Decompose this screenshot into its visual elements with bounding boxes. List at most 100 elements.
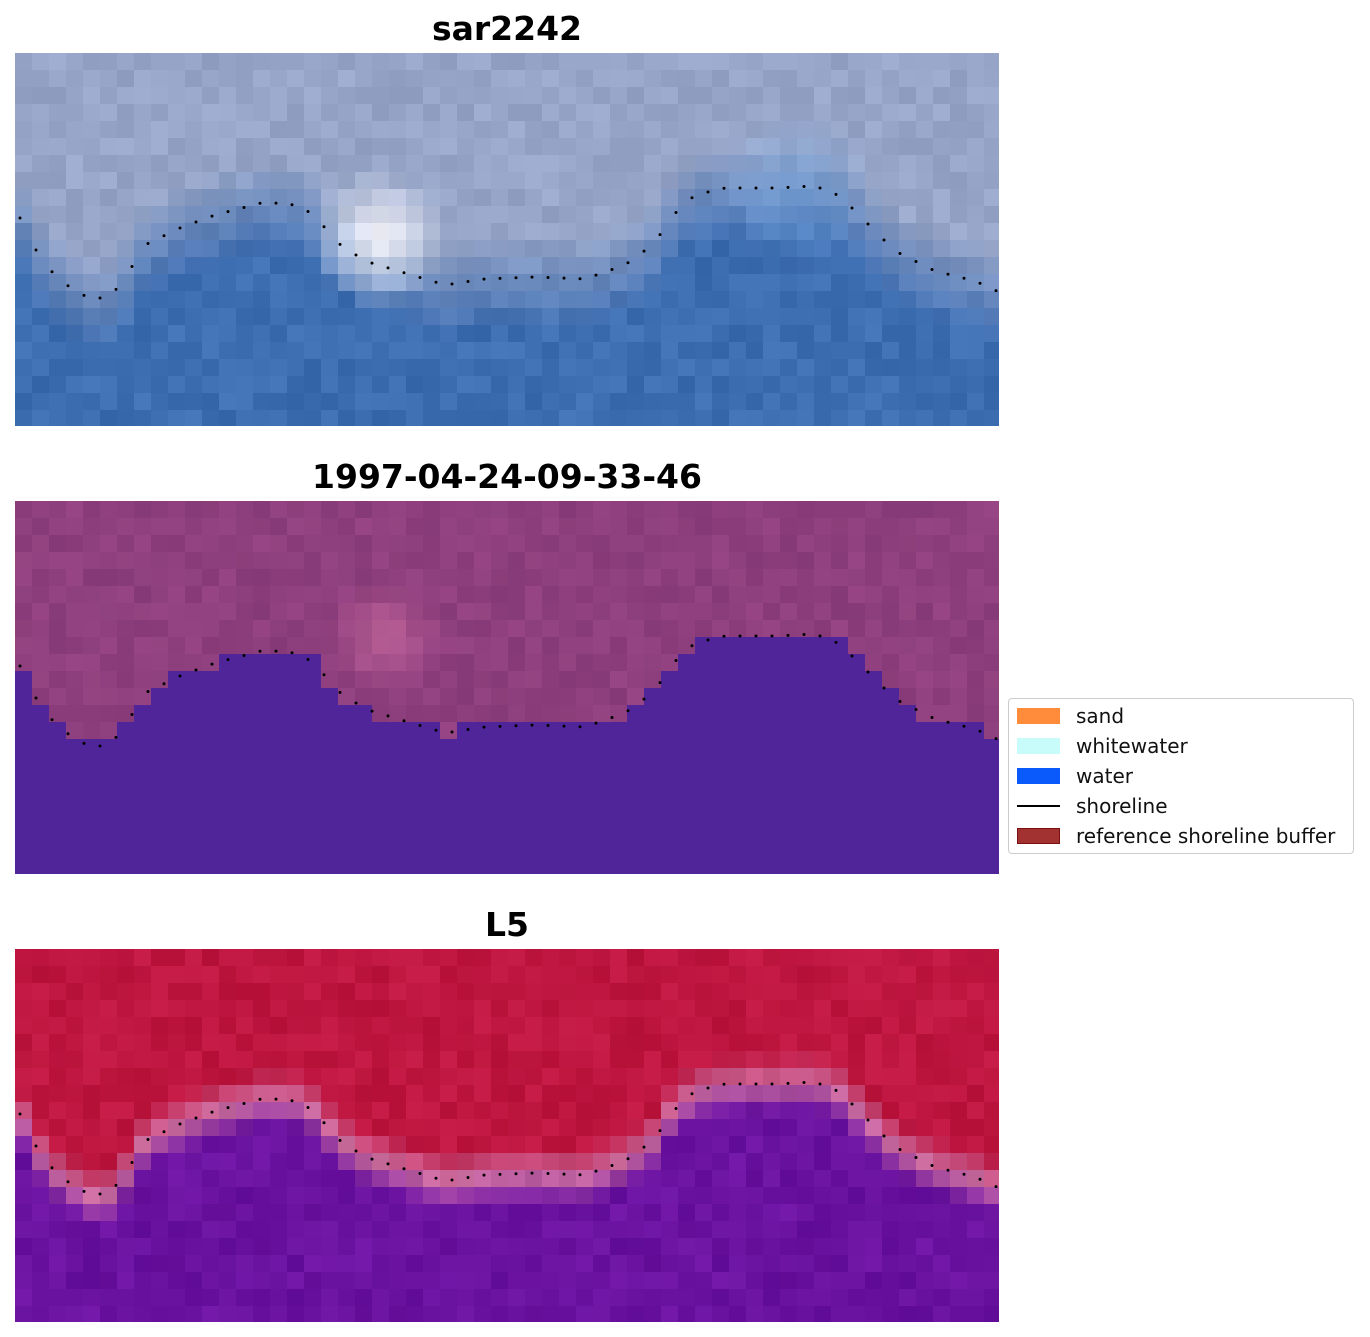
shoreline-dot	[962, 276, 966, 280]
shoreline-dot	[306, 658, 310, 661]
shoreline-dot	[866, 222, 870, 226]
shoreline-dot	[386, 1162, 390, 1166]
shoreline-dot	[418, 724, 422, 727]
shoreline-dot	[418, 276, 422, 279]
shoreline-dot	[914, 708, 918, 711]
shoreline-dot	[82, 741, 86, 745]
shoreline-dot	[18, 664, 22, 668]
shoreline-dot	[562, 276, 566, 280]
shoreline-dot	[658, 1129, 662, 1133]
shoreline-dot	[354, 1149, 358, 1153]
shoreline-dot	[114, 1183, 118, 1187]
shoreline-dot	[546, 276, 550, 280]
shoreline-dot	[258, 1097, 262, 1101]
shoreline-dot	[914, 1156, 918, 1159]
shoreline-dot	[450, 282, 454, 286]
shoreline-dot	[482, 277, 486, 281]
legend-swatch-water	[1017, 768, 1060, 784]
legend-line-shoreline	[1017, 804, 1060, 808]
shoreline-dot	[994, 289, 998, 293]
shoreline-dot	[578, 725, 582, 729]
shoreline-dot	[754, 1082, 758, 1086]
shoreline-dot	[274, 1097, 278, 1101]
shoreline-dot	[242, 653, 246, 657]
shoreline-dot	[610, 716, 614, 720]
shoreline-dot	[786, 1081, 790, 1085]
probability-image-panel	[15, 949, 999, 1322]
shoreline-dot	[322, 673, 326, 677]
shoreline-dot	[818, 1082, 822, 1086]
shoreline-dot	[690, 196, 694, 200]
shoreline-dot	[226, 1106, 230, 1110]
shoreline-dot	[162, 682, 166, 686]
shoreline-dot	[882, 1134, 886, 1138]
shoreline-dot	[18, 1112, 22, 1116]
legend-item-reference-shoreline-buffer: reference shoreline buffer	[1017, 824, 1335, 848]
shoreline-dot	[466, 728, 470, 732]
shoreline-dot	[450, 730, 454, 734]
shoreline-dot	[146, 690, 150, 694]
shoreline-dot	[114, 287, 118, 291]
shoreline-dot	[962, 1172, 966, 1176]
shoreline-dot	[946, 720, 950, 724]
shoreline-dot	[978, 281, 982, 285]
shoreline-dot	[866, 1118, 870, 1122]
shoreline-dot	[322, 225, 326, 229]
shoreline-dot	[258, 649, 262, 653]
shoreline-dot	[402, 271, 406, 275]
shoreline-dot	[338, 242, 342, 246]
shoreline-dot	[482, 1173, 486, 1177]
shoreline-dot	[98, 744, 102, 748]
shoreline-dot	[562, 724, 566, 728]
shoreline-dot	[482, 725, 486, 729]
shoreline-dot	[610, 1164, 614, 1168]
shoreline-dot	[498, 724, 502, 728]
shoreline-dot	[114, 735, 118, 739]
shoreline-dot	[34, 1144, 38, 1148]
shoreline-dot	[738, 186, 742, 190]
shoreline-dot	[706, 190, 710, 194]
shoreline-dot	[370, 1157, 374, 1161]
shoreline-dot	[274, 649, 278, 653]
legend-item-water: water	[1017, 764, 1133, 788]
shoreline-dot	[338, 690, 342, 694]
shoreline-dot	[130, 1160, 134, 1164]
panel-title-2: 1997-04-24-09-33-46	[312, 457, 702, 496]
shoreline-dot	[802, 185, 806, 189]
shoreline-dot	[834, 1088, 838, 1092]
shoreline-dot	[690, 644, 694, 648]
shoreline-dot	[498, 276, 502, 280]
shoreline-dot	[338, 1138, 342, 1142]
shoreline-dot	[578, 1173, 582, 1177]
shoreline-dot	[850, 206, 854, 210]
legend-label: whitewater	[1076, 734, 1188, 758]
shoreline-dot	[194, 1116, 198, 1120]
shoreline-dot	[930, 1164, 934, 1167]
shoreline-dot	[562, 1172, 566, 1176]
shoreline-dot	[994, 737, 998, 741]
panel-title-1: sar2242	[431, 9, 583, 48]
shoreline-dot	[770, 1082, 774, 1086]
legend-label: sand	[1076, 704, 1125, 728]
shoreline-dot	[946, 272, 950, 276]
shoreline-dot	[66, 1180, 70, 1184]
shoreline-dot	[658, 681, 662, 685]
shoreline-dot	[18, 216, 22, 220]
shoreline-dot	[386, 714, 390, 718]
shoreline-dot	[594, 721, 598, 725]
shoreline-dot	[914, 260, 918, 263]
shoreline-dot	[146, 242, 150, 246]
shoreline-dot	[770, 634, 774, 638]
shoreline-dot	[530, 723, 534, 727]
shoreline-dot	[546, 1172, 550, 1176]
shoreline-dot	[178, 1122, 182, 1126]
legend: sand whitewater water shoreline referenc…	[1008, 698, 1354, 854]
legend-swatch-sand	[1017, 708, 1060, 724]
shoreline-dot	[882, 238, 886, 242]
shoreline-dot	[354, 253, 358, 257]
shoreline-dot	[66, 732, 70, 736]
legend-swatch-whitewater	[1017, 738, 1060, 754]
shoreline-dot	[722, 634, 726, 638]
shoreline-dot	[882, 686, 886, 690]
shoreline-dot	[626, 261, 630, 265]
